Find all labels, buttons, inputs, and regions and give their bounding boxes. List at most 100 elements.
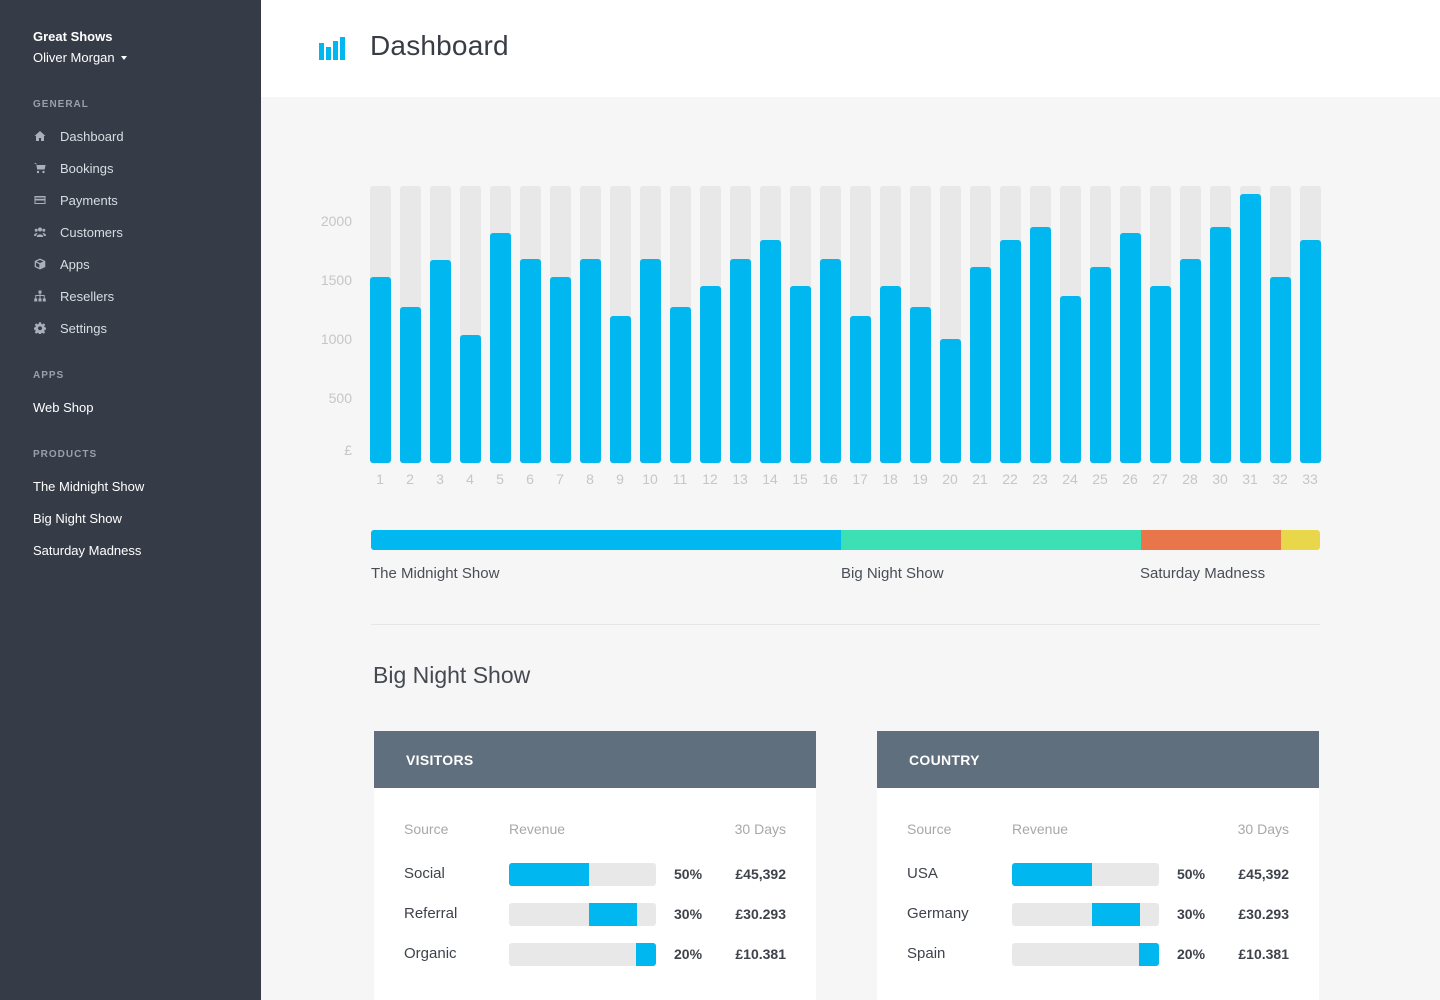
revenue-bar-fill [589, 903, 637, 926]
bar[interactable] [670, 307, 691, 463]
x-tick-label: 21 [972, 471, 988, 487]
credit-card-icon [33, 193, 47, 207]
bar[interactable] [1030, 226, 1051, 463]
row-source-name: USA [907, 865, 938, 882]
bar[interactable] [370, 277, 391, 463]
row-source-name: Organic [404, 945, 457, 962]
x-tick-label: 32 [1272, 471, 1288, 487]
bar[interactable] [490, 233, 511, 463]
sidebar-item-label: Customers [60, 224, 123, 240]
bar[interactable] [820, 259, 841, 463]
bar[interactable] [1180, 259, 1201, 463]
x-tick-label: 14 [762, 471, 778, 487]
sidebar-item-label: Settings [60, 320, 107, 336]
x-tick-label: 30 [1212, 471, 1228, 487]
sitemap-icon [33, 289, 47, 303]
bar[interactable] [1000, 240, 1021, 463]
x-tick-label: 12 [702, 471, 718, 487]
sidebar-item-label: Resellers [60, 288, 115, 304]
products-nav: The Midnight Show Big Night Show Saturda… [33, 470, 144, 566]
bar[interactable] [700, 286, 721, 463]
user-name: Oliver Morgan [33, 50, 115, 65]
revenue-bar-fill [636, 943, 656, 966]
bar[interactable] [460, 335, 481, 463]
column-header-source: Source [907, 821, 952, 837]
section-apps-title: APPS [33, 370, 65, 381]
sidebar-item-resellers[interactable]: Resellers [33, 280, 124, 312]
bar[interactable] [400, 307, 421, 463]
x-tick-label: 24 [1062, 471, 1078, 487]
share-segment [371, 530, 841, 550]
sidebar-item-dashboard[interactable]: Dashboard [33, 120, 124, 152]
y-axis-unit: £ [344, 442, 352, 458]
row-percent: 20% [1177, 946, 1206, 962]
bar[interactable] [550, 277, 571, 463]
x-tick-label: 6 [526, 471, 534, 487]
row-percent: 30% [674, 906, 703, 922]
x-tick-label: 17 [852, 471, 868, 487]
share-segment [840, 530, 1141, 550]
sidebar-item-web-shop[interactable]: Web Shop [33, 399, 94, 415]
x-tick-label: 31 [1242, 471, 1258, 487]
cart-icon [33, 161, 47, 175]
bar[interactable] [910, 307, 931, 463]
x-tick-label: 7 [556, 471, 564, 487]
revenue-bar [509, 943, 656, 966]
bar[interactable] [850, 315, 871, 463]
column-header-source: Source [404, 821, 449, 837]
column-header-30-days: 30 Days [734, 821, 786, 837]
header: Dashboard [261, 0, 1440, 97]
row-amount: £10.381 [735, 946, 786, 962]
x-tick-label: 9 [616, 471, 624, 487]
general-nav: Dashboard Bookings Payments Customers Ap… [33, 120, 124, 344]
user-menu[interactable]: Oliver Morgan [33, 50, 127, 65]
column-header-revenue: Revenue [509, 821, 566, 837]
y-tick-label: 1500 [320, 272, 352, 289]
sidebar-item-midnight-show[interactable]: The Midnight Show [33, 478, 145, 494]
sidebar-item-bookings[interactable]: Bookings [33, 152, 124, 184]
bar[interactable] [1150, 286, 1171, 463]
column-header-30-days: 30 Days [1237, 821, 1289, 837]
sidebar-item-big-night-show[interactable]: Big Night Show [33, 510, 122, 526]
section-title: Big Night Show [373, 662, 531, 688]
sidebar-item-settings[interactable]: Settings [33, 312, 124, 344]
bar[interactable] [1240, 193, 1261, 463]
x-tick-label: 22 [1002, 471, 1018, 487]
bar[interactable] [1060, 295, 1081, 463]
x-tick-label: 11 [672, 471, 688, 487]
bar[interactable] [760, 240, 781, 463]
bar[interactable] [1090, 267, 1111, 463]
bar[interactable] [640, 259, 661, 463]
page-title: Dashboard [370, 30, 509, 61]
bar[interactable] [1120, 233, 1141, 463]
sidebar-item-payments[interactable]: Payments [33, 184, 124, 216]
x-tick-label: 13 [732, 471, 748, 487]
bar[interactable] [520, 259, 541, 463]
share-label-saturday-madness: Saturday Madness [1140, 565, 1266, 582]
bar[interactable] [880, 286, 901, 463]
bar[interactable] [580, 259, 601, 463]
sidebar-item-customers[interactable]: Customers [33, 216, 124, 248]
revenue-bar [509, 863, 656, 886]
bar[interactable] [1300, 240, 1321, 463]
bar[interactable] [1270, 277, 1291, 463]
sidebar-item-apps[interactable]: Apps [33, 248, 124, 280]
sidebar-item-label: Bookings [60, 160, 114, 176]
sidebar-item-saturday-madness[interactable]: Saturday Madness [33, 542, 142, 558]
row-amount: £10.381 [1238, 946, 1289, 962]
bar[interactable] [940, 339, 961, 463]
panel-header: VISITORS [374, 731, 816, 788]
row-percent: 20% [674, 946, 703, 962]
bar[interactable] [730, 259, 751, 463]
bar[interactable] [790, 286, 811, 463]
bar[interactable] [610, 315, 631, 463]
bar[interactable] [430, 259, 451, 463]
row-source-name: Germany [907, 905, 969, 922]
share-segment [1281, 530, 1320, 550]
column-header-revenue: Revenue [1012, 821, 1069, 837]
caret-down-icon [120, 55, 127, 60]
bar[interactable] [1210, 226, 1231, 463]
bar[interactable] [970, 267, 991, 463]
x-tick-label: 23 [1032, 471, 1048, 487]
panel-header: COUNTRY [877, 731, 1319, 788]
